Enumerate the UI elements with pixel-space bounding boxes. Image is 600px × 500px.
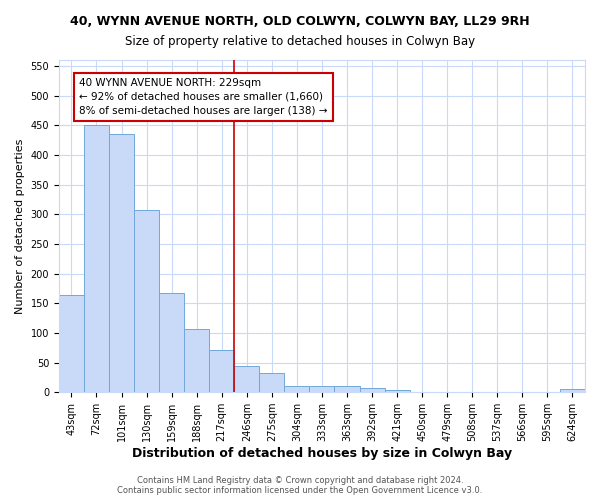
Bar — [109, 134, 134, 392]
Bar — [134, 210, 159, 392]
Bar — [334, 386, 359, 392]
Bar — [359, 388, 385, 392]
Bar — [310, 386, 334, 392]
Text: Contains HM Land Registry data © Crown copyright and database right 2024.
Contai: Contains HM Land Registry data © Crown c… — [118, 476, 482, 495]
Y-axis label: Number of detached properties: Number of detached properties — [15, 138, 25, 314]
Bar — [385, 390, 410, 392]
Bar — [234, 366, 259, 392]
Bar — [84, 126, 109, 392]
Bar — [284, 386, 310, 392]
Text: Size of property relative to detached houses in Colwyn Bay: Size of property relative to detached ho… — [125, 35, 475, 48]
Text: 40, WYNN AVENUE NORTH, OLD COLWYN, COLWYN BAY, LL29 9RH: 40, WYNN AVENUE NORTH, OLD COLWYN, COLWY… — [70, 15, 530, 28]
Bar — [259, 372, 284, 392]
Bar — [159, 293, 184, 392]
Bar — [560, 390, 585, 392]
X-axis label: Distribution of detached houses by size in Colwyn Bay: Distribution of detached houses by size … — [132, 447, 512, 460]
Bar — [59, 295, 84, 392]
Bar — [209, 350, 234, 392]
Text: 40 WYNN AVENUE NORTH: 229sqm
← 92% of detached houses are smaller (1,660)
8% of : 40 WYNN AVENUE NORTH: 229sqm ← 92% of de… — [79, 78, 328, 116]
Bar — [184, 328, 209, 392]
